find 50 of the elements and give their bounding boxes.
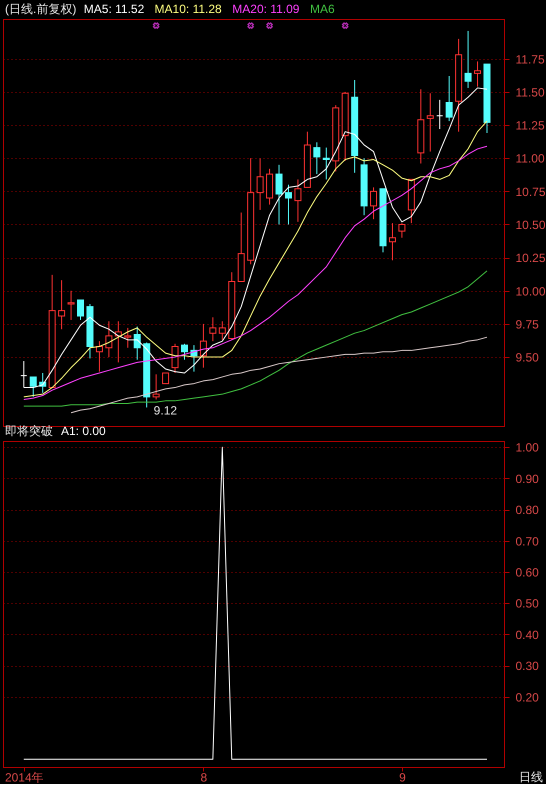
candlestick [322, 147, 330, 180]
y-tick-label: 9.50 [516, 350, 540, 365]
candlestick [474, 60, 482, 88]
y-tick-label: 0.40 [516, 628, 540, 642]
text: MA20: 11.09 [232, 2, 300, 16]
y-tick-label: 0.90 [516, 472, 540, 486]
candlestick [58, 280, 66, 330]
candlestick [426, 92, 434, 152]
candlestick [294, 178, 302, 222]
text: 日线 [519, 770, 543, 784]
y-tick-label: 11.25 [516, 118, 545, 133]
text: A1: 0.00 [61, 424, 106, 438]
y-tick-label: 9.75 [516, 317, 540, 332]
y-tick-label: 0.50 [516, 596, 540, 611]
y-tick-label: 0.60 [516, 566, 540, 580]
y-tick-label: 11.00 [516, 152, 545, 166]
y-tick-label: 1.00 [516, 440, 540, 455]
y-tick-label: 10.25 [516, 251, 546, 266]
candlestick [68, 290, 75, 320]
candlestick [276, 164, 283, 225]
candlestick [436, 99, 444, 130]
candlestick [388, 222, 396, 261]
x-tick-label: 9 [399, 770, 406, 784]
y-tick-label: 10.00 [516, 284, 546, 298]
candlestick [332, 104, 340, 172]
candlestick [209, 316, 216, 342]
chart-title: 即将突破 [5, 424, 53, 438]
text: MA10: 11.28 [154, 2, 222, 16]
y-tick-label: 0.70 [516, 534, 540, 548]
line-series [23, 270, 488, 407]
x-tick-label: 8 [200, 770, 208, 784]
y-tick-label: 11.50 [516, 85, 545, 100]
candlestick [256, 158, 264, 210]
chart-title: (日线.前复权) [5, 2, 76, 16]
y-tick-label: 11.75 [516, 52, 545, 66]
text: MA5: 11.52 [84, 2, 145, 16]
candlestick [105, 320, 112, 358]
annotation: 9.12 [154, 403, 178, 418]
line-series [70, 336, 488, 414]
text: MA6 [310, 2, 335, 16]
candlestick [96, 340, 103, 372]
y-tick-label: 10.75 [516, 184, 546, 199]
candlestick [417, 88, 424, 164]
x-tick-label: 2014年 [4, 770, 44, 784]
y-tick-label: 10.50 [516, 218, 546, 232]
y-tick-label: 0.30 [516, 659, 540, 674]
candlestick [351, 79, 358, 174]
candlestick [455, 38, 462, 132]
y-tick-label: 0.80 [516, 503, 540, 518]
y-tick-label: 0.20 [516, 690, 540, 704]
